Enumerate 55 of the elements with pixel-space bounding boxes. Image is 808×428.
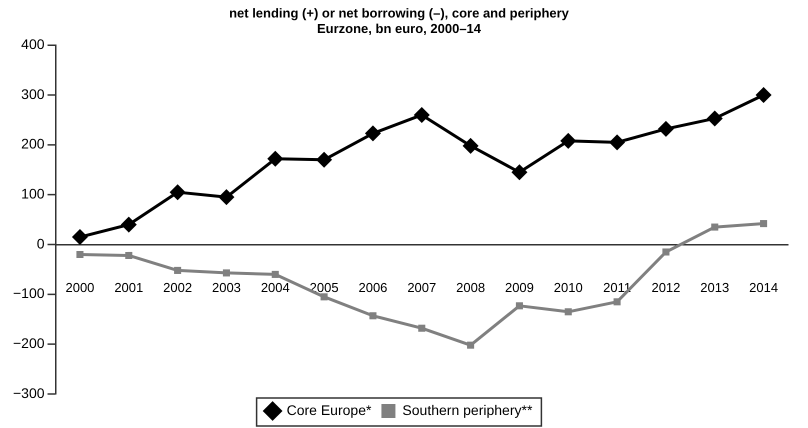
y-tick-label: 0 (36, 235, 45, 252)
point (560, 132, 576, 149)
x-tick-label: 2008 (456, 280, 486, 295)
legend-label: Southern periphery** (402, 402, 533, 418)
point (756, 87, 772, 104)
point (511, 164, 528, 180)
point (658, 120, 674, 137)
point (467, 342, 474, 349)
chart-title: net lending (+) or net borrowing (–), core and periphery (229, 5, 570, 20)
point (174, 266, 182, 274)
point (222, 269, 230, 276)
point (418, 324, 426, 332)
point (711, 224, 718, 231)
point (706, 110, 723, 126)
point (369, 312, 376, 320)
point (72, 229, 88, 246)
point (125, 252, 132, 260)
y-tick-label: 100 (21, 186, 45, 202)
y-tick-label: 400 (21, 36, 45, 52)
y-tick-label: 300 (21, 86, 45, 102)
y-tick-label: −200 (12, 335, 45, 352)
point (76, 250, 84, 258)
point (364, 125, 381, 142)
legend-label: Core Europe* (286, 402, 372, 418)
point (170, 184, 186, 200)
x-tick-label: 2006 (358, 280, 388, 295)
chart-subtitle: Eurzone, bn euro, 2000–14 (316, 20, 482, 36)
point (320, 293, 328, 300)
point (760, 220, 768, 228)
point (662, 248, 670, 256)
x-tick-label: 2001 (114, 280, 144, 295)
x-tick-label: 2002 (163, 280, 192, 295)
point (272, 270, 279, 278)
x-tick-label: 2004 (260, 280, 290, 295)
point (516, 302, 523, 310)
point (564, 308, 572, 316)
point (614, 298, 621, 306)
y-tick-label: −100 (12, 285, 45, 302)
point (218, 189, 234, 206)
point (462, 138, 479, 154)
point (120, 216, 137, 233)
x-tick-label: 2000 (65, 280, 94, 295)
point (609, 134, 626, 150)
x-tick-label: 2007 (407, 280, 436, 295)
y-tick-label: 200 (21, 136, 45, 152)
point (414, 106, 430, 123)
x-tick-label: 2003 (212, 280, 241, 295)
x-tick-label: 2009 (504, 280, 534, 295)
y-tick-label: −300 (12, 384, 45, 401)
x-tick-label: 2013 (700, 280, 730, 295)
point (267, 150, 284, 167)
x-tick-label: 2010 (554, 280, 583, 295)
point (316, 152, 332, 168)
x-tick-label: 2012 (651, 280, 680, 295)
x-tick-label: 2014 (749, 280, 778, 295)
